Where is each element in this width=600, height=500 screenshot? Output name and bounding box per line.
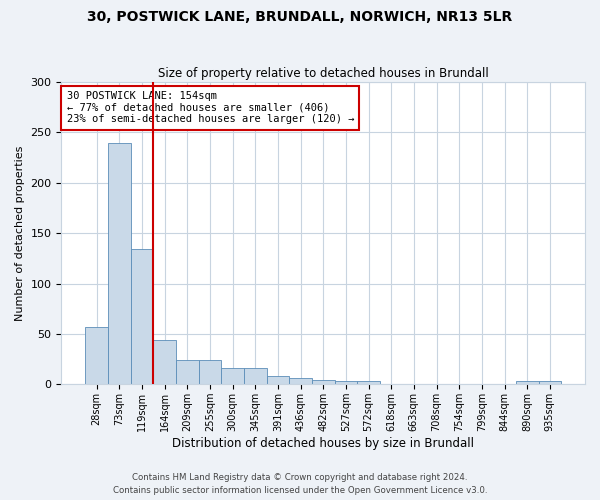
Bar: [244, 368, 266, 384]
Bar: [516, 382, 539, 384]
Bar: [266, 376, 289, 384]
Title: Size of property relative to detached houses in Brundall: Size of property relative to detached ho…: [158, 66, 488, 80]
Bar: [312, 380, 335, 384]
Bar: [176, 360, 199, 384]
Bar: [539, 382, 561, 384]
Text: Contains HM Land Registry data © Crown copyright and database right 2024.
Contai: Contains HM Land Registry data © Crown c…: [113, 474, 487, 495]
Y-axis label: Number of detached properties: Number of detached properties: [15, 146, 25, 321]
Bar: [131, 250, 153, 384]
Bar: [221, 368, 244, 384]
Text: 30, POSTWICK LANE, BRUNDALL, NORWICH, NR13 5LR: 30, POSTWICK LANE, BRUNDALL, NORWICH, NR…: [88, 10, 512, 24]
X-axis label: Distribution of detached houses by size in Brundall: Distribution of detached houses by size …: [172, 437, 474, 450]
Bar: [108, 142, 131, 384]
Bar: [357, 382, 380, 384]
Bar: [199, 360, 221, 384]
Bar: [85, 327, 108, 384]
Bar: [335, 382, 357, 384]
Bar: [153, 340, 176, 384]
Text: 30 POSTWICK LANE: 154sqm
← 77% of detached houses are smaller (406)
23% of semi-: 30 POSTWICK LANE: 154sqm ← 77% of detach…: [67, 91, 354, 124]
Bar: [289, 378, 312, 384]
